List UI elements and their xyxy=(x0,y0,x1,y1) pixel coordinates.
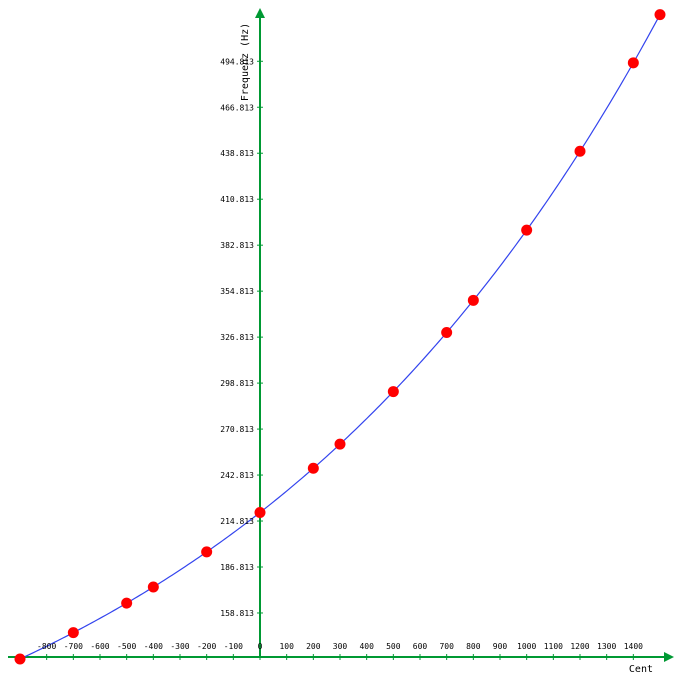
frequency-curve xyxy=(19,14,661,660)
x-tick-label: 1200 xyxy=(570,642,589,651)
data-point xyxy=(574,145,586,157)
y-tick-label: 242.813 xyxy=(220,471,254,480)
y-tick-label: 382.813 xyxy=(220,241,254,250)
x-tick-label: 300 xyxy=(333,642,348,651)
data-point xyxy=(254,507,266,519)
data-point xyxy=(441,327,453,339)
y-tick-label: 410.813 xyxy=(220,195,254,204)
data-point xyxy=(121,597,133,609)
x-tick-label: -300 xyxy=(170,642,189,651)
data-point xyxy=(307,462,319,474)
y-tick-label: 494.813 xyxy=(220,57,254,66)
data-point xyxy=(387,386,399,398)
curve-layer xyxy=(19,14,661,660)
y-tick-label: 214.813 xyxy=(220,517,254,526)
x-tick-label: 1100 xyxy=(544,642,563,651)
y-axis-arrow xyxy=(255,8,265,18)
data-point xyxy=(201,546,213,558)
x-tick-label: -800 xyxy=(37,642,56,651)
x-tick-label: 500 xyxy=(386,642,401,651)
y-tick-label: 158.813 xyxy=(220,609,254,618)
x-axis-title: Cent xyxy=(629,664,653,675)
y-tick-label: 438.813 xyxy=(220,149,254,158)
points-layer xyxy=(14,9,666,665)
axes-layer xyxy=(8,8,674,662)
x-tick-label: -500 xyxy=(117,642,136,651)
data-point xyxy=(521,224,533,236)
x-axis-arrow xyxy=(664,652,674,662)
data-point xyxy=(627,57,639,69)
x-tick-label: 900 xyxy=(493,642,508,651)
x-tick-label: 1000 xyxy=(517,642,536,651)
y-tick-label: 326.813 xyxy=(220,333,254,342)
x-tick-label: -600 xyxy=(90,642,109,651)
x-tick-label: -200 xyxy=(197,642,216,651)
x-tick-label: 700 xyxy=(439,642,454,651)
data-point xyxy=(654,9,666,21)
labels-layer: -800 -700 -600 -500 -400 -300 -200 -100 0 100 200 3… xyxy=(37,23,653,675)
x-tick-label: 1400 xyxy=(624,642,643,651)
x-tick-label: 1300 xyxy=(597,642,616,651)
data-point xyxy=(467,294,479,306)
y-tick-label: 298.813 xyxy=(220,379,254,388)
y-tick-label: 354.813 xyxy=(220,287,254,296)
x-tick-label: 0 xyxy=(258,642,263,651)
x-tick-label: 600 xyxy=(413,642,428,651)
x-tick-label: -700 xyxy=(64,642,83,651)
y-tick-label: 466.813 xyxy=(220,103,254,112)
x-tick-label: 200 xyxy=(306,642,321,651)
y-tick-label: 186.813 xyxy=(220,563,254,572)
x-tick-label: 400 xyxy=(359,642,374,651)
y-axis-title: Frequenz (Hz) xyxy=(240,23,251,101)
x-tick-label: -100 xyxy=(224,642,243,651)
x-tick-label: 800 xyxy=(466,642,481,651)
y-tick-label: 270.813 xyxy=(220,425,254,434)
data-point xyxy=(14,653,26,665)
data-point xyxy=(67,627,79,639)
x-tick-label: 100 xyxy=(279,642,294,651)
data-point xyxy=(147,581,159,593)
x-tick-label: -400 xyxy=(144,642,163,651)
data-point xyxy=(334,438,346,450)
